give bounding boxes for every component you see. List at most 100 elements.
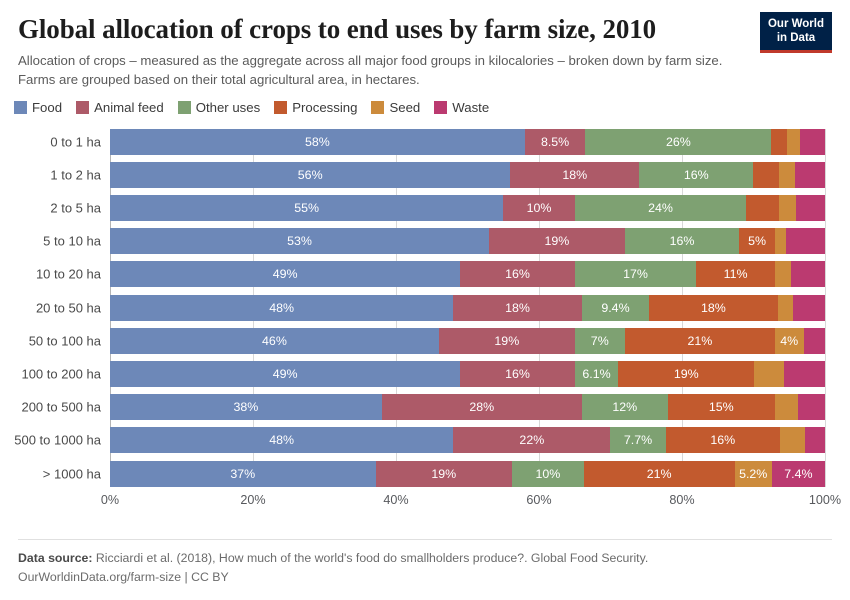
legend-swatch-icon	[177, 100, 191, 114]
legend-item-other-uses[interactable]: Other uses	[177, 100, 260, 115]
bar-segment-food[interactable]: 56%	[110, 161, 511, 188]
bar-segment-other-uses[interactable]: 24%	[574, 195, 747, 222]
bar-row[interactable]: 500 to 1000 ha 48% 22% 7.7% 16%	[14, 427, 825, 454]
bar-segment-waste[interactable]	[797, 394, 825, 421]
legend-item-label: Seed	[389, 99, 421, 115]
bar-row[interactable]: 100 to 200 ha 49% 16% 6.1% 19%	[21, 361, 825, 388]
bar-segment-processing[interactable]: 21%	[583, 460, 735, 487]
bar-segment-other-uses[interactable]: 12%	[581, 394, 668, 421]
bar-segment-waste[interactable]	[793, 294, 825, 321]
bar-row[interactable]: 50 to 100 ha 46% 19% 7% 21% 4%	[29, 327, 825, 354]
bar-segment-food[interactable]: 46%	[110, 327, 439, 354]
bar-segment-animal-feed[interactable]: 22%	[453, 427, 611, 454]
bar-segment-value-label: 49%	[272, 267, 298, 282]
bar-segment-food[interactable]: 55%	[110, 195, 504, 222]
bar-segment-animal-feed[interactable]: 19%	[438, 327, 575, 354]
bar-segment-processing[interactable]: 11%	[696, 261, 775, 288]
bar-segment-seed[interactable]	[774, 228, 786, 255]
bar-segment-other-uses[interactable]: 7.7%	[610, 427, 666, 454]
bar-segment-waste[interactable]	[796, 195, 825, 222]
bar-segment-other-uses[interactable]: 16%	[639, 161, 754, 188]
bar-segment-processing[interactable]: 19%	[618, 361, 755, 388]
bar-segment-food[interactable]: 37%	[110, 460, 376, 487]
bar-segment-seed[interactable]: 4%	[774, 327, 804, 354]
bar-segment-seed[interactable]	[779, 161, 795, 188]
bar-segment-waste[interactable]	[799, 128, 825, 155]
bar-segment-processing[interactable]	[753, 161, 780, 188]
x-axis-tick-label: 0%	[100, 492, 120, 507]
bar-segment-food[interactable]: 48%	[110, 427, 454, 454]
bar-segment-processing[interactable]	[771, 128, 788, 155]
legend-item-food[interactable]: Food	[14, 100, 62, 115]
bar-segment-animal-feed[interactable]: 10%	[503, 195, 575, 222]
bar-segment-value-label: 18%	[505, 300, 530, 315]
bar-segment-seed[interactable]	[774, 261, 792, 288]
bar-segment-seed[interactable]: 5.2%	[734, 460, 772, 487]
bar-row[interactable]: 2 to 5 ha 55% 10% 24%	[50, 195, 825, 222]
bar-segment-seed[interactable]	[754, 361, 785, 388]
y-axis-tick-label: 20 to 50 ha	[35, 300, 101, 316]
bar-segment-value-label: 16%	[505, 367, 530, 382]
bar-segment-other-uses[interactable]: 6.1%	[574, 361, 619, 388]
bar-segment-food[interactable]: 49%	[110, 261, 461, 288]
bar-segment-processing[interactable]: 5%	[739, 228, 775, 255]
legend-item-seed[interactable]: Seed	[371, 100, 420, 115]
bar-segment-seed[interactable]	[777, 294, 794, 321]
bar-segment-value-label: 19%	[494, 333, 520, 348]
bar-segment-animal-feed[interactable]: 16%	[460, 361, 575, 388]
bar-segment-animal-feed[interactable]: 19%	[375, 460, 512, 487]
bar-segment-waste[interactable]	[784, 361, 825, 388]
data-source-line: Data source: Ricciardi et al. (2018), Ho…	[18, 549, 832, 569]
bar-segment-seed[interactable]	[778, 195, 797, 222]
bar-segment-animal-feed[interactable]: 8.5%	[524, 128, 586, 155]
bar-segment-seed[interactable]	[787, 128, 800, 155]
legend-item-processing[interactable]: Processing	[274, 100, 357, 115]
our-world-in-data-logo[interactable]: Our World in Data	[760, 12, 832, 54]
bar-segment-seed[interactable]	[779, 427, 805, 454]
bar-segment-waste[interactable]	[794, 161, 825, 188]
bar-row[interactable]: 10 to 20 ha 49% 16% 17% 11%	[36, 261, 825, 288]
bar-segment-food[interactable]: 48%	[110, 294, 454, 321]
license-line[interactable]: OurWorldinData.org/farm-size | CC BY	[18, 570, 229, 585]
bar-segment-processing[interactable]: 16%	[665, 427, 780, 454]
bar-segment-processing[interactable]	[746, 195, 779, 222]
legend-item-label: Animal feed	[94, 99, 164, 115]
legend-item-animal-feed[interactable]: Animal feed	[76, 100, 164, 115]
bar-segment-other-uses[interactable]: 26%	[585, 128, 772, 155]
bar-segment-waste[interactable]	[791, 261, 825, 288]
bar-row[interactable]: > 1000 ha 37% 19% 10% 21% 5.2% 7.4%	[43, 460, 825, 487]
bar-segment-value-label: 10%	[526, 201, 552, 216]
bar-segment-animal-feed[interactable]: 18%	[510, 161, 640, 188]
bar-segment-seed[interactable]	[774, 394, 798, 421]
y-axis-tick-label: 500 to 1000 ha	[14, 432, 101, 448]
bar-segment-food[interactable]: 58%	[110, 128, 525, 155]
bar-segment-processing[interactable]: 18%	[649, 294, 778, 321]
x-axis-tick-label: 80%	[669, 492, 695, 507]
bar-segment-other-uses[interactable]: 7%	[574, 327, 625, 354]
y-axis-tick-label: 100 to 200 ha	[21, 366, 101, 382]
bar-segment-other-uses[interactable]: 16%	[624, 228, 740, 255]
bar-row[interactable]: 0 to 1 ha 58% 8.5% 26%	[50, 128, 825, 155]
bar-row[interactable]: 20 to 50 ha 48% 18% 9.4% 18%	[36, 294, 825, 321]
bar-segment-value-label: 7%	[590, 333, 609, 348]
bar-segment-other-uses[interactable]: 10%	[512, 460, 584, 487]
legend-item-waste[interactable]: Waste	[434, 100, 489, 115]
bar-segment-food[interactable]: 49%	[110, 361, 461, 388]
bar-row[interactable]: 200 to 500 ha 38% 28% 12% 15%	[21, 394, 825, 421]
bar-segment-other-uses[interactable]: 17%	[574, 261, 697, 288]
bar-segment-waste[interactable]: 7.4%	[771, 460, 825, 487]
bar-segment-animal-feed[interactable]: 28%	[381, 394, 582, 421]
bar-segment-animal-feed[interactable]: 16%	[460, 261, 575, 288]
bar-segment-animal-feed[interactable]: 19%	[488, 228, 625, 255]
bar-segment-food[interactable]: 38%	[110, 394, 382, 421]
bar-row[interactable]: 5 to 10 ha 53% 19% 16% 5%	[43, 228, 825, 255]
bar-segment-food[interactable]: 53%	[110, 228, 489, 255]
bar-row[interactable]: 1 to 2 ha 56% 18% 16%	[50, 161, 825, 188]
bar-segment-processing[interactable]: 21%	[624, 327, 775, 354]
bar-segment-other-uses[interactable]: 9.4%	[581, 294, 650, 321]
bar-segment-processing[interactable]: 15%	[667, 394, 775, 421]
bar-segment-animal-feed[interactable]: 18%	[453, 294, 582, 321]
bar-segment-waste[interactable]	[804, 427, 825, 454]
bar-segment-waste[interactable]	[785, 228, 825, 255]
bar-segment-waste[interactable]	[803, 327, 825, 354]
